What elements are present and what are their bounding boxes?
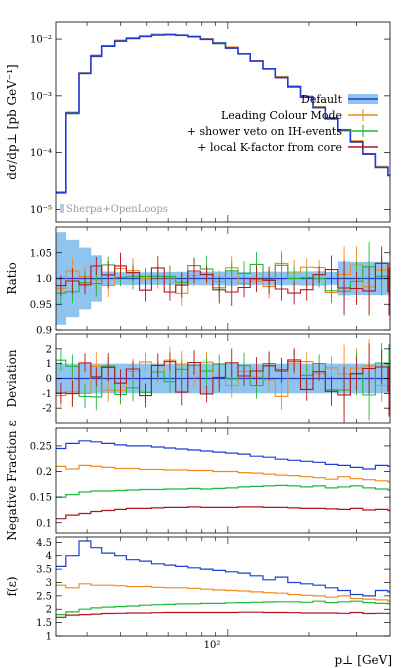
series-line-negfrac-local-k-factor-from-core [56, 506, 390, 520]
ytick-label-feps-1: 1.5 [36, 618, 52, 629]
axes-layer: 10⁻² 10⁻³ 10⁻⁴ 10⁻⁵ dσ/dp⊥ [pb GeV⁻¹] 0.9 0.95… [5, 21, 391, 643]
ytick-label-ratio-2: 1.0 [36, 274, 52, 285]
y-axis-title-deviation: Deviation [5, 349, 19, 407]
legend-label-k-factor: + local K-factor from core [197, 141, 342, 154]
ytick-label-spectrum-3: 10⁻⁵ [30, 205, 52, 216]
watermark-mark [60, 204, 64, 213]
ytick-label-negfrac-3: 0.25 [30, 441, 52, 452]
panel-frame-feps [55, 536, 391, 637]
ytick-label-feps-6: 4 [46, 551, 52, 562]
y-axis-title-ratio: Ratio [5, 262, 19, 294]
series-line-deviation-local-k-factor-from-core [56, 359, 390, 397]
legend-label-default: Default [301, 93, 343, 106]
ytick-label-spectrum-1: 10⁻³ [30, 91, 52, 102]
y-axis-title-spectrum: dσ/dp⊥ [pb GeV⁻¹] [5, 64, 19, 179]
ytick-label-deviation-4: 2 [46, 344, 52, 355]
legend-label-leading-colour: Leading Colour Mode [221, 109, 342, 122]
ytick-label-feps-0: 1 [46, 632, 52, 643]
ytick-label-feps-3: 2.5 [36, 591, 52, 602]
ytick-label-deviation-0: -2 [42, 404, 52, 415]
ytick-label-spectrum-2: 10⁻⁴ [30, 148, 52, 159]
series-line-ratio-shower-veto-on-ih-events [56, 263, 390, 294]
ytick-label-ratio-3: 1.05 [30, 248, 52, 259]
ytick-label-deviation-2: 0 [46, 374, 52, 385]
y-axis-title-feps: f(ε) [5, 576, 19, 596]
ytick-label-feps-5: 3.5 [36, 565, 52, 576]
ytick-label-ratio-1: 0.95 [30, 300, 52, 311]
series-line-feps-local-k-factor-from-core [56, 611, 390, 618]
series-line-negfrac-default [56, 440, 390, 470]
y-axis-title-negfrac: Negative Fraction ε [5, 420, 19, 540]
panel-frame-negfrac [55, 427, 391, 534]
series-line-feps-default [56, 540, 390, 597]
bands-layer [56, 232, 391, 394]
ytick-label-negfrac-0: 0.1 [36, 518, 52, 529]
ytick-label-deviation-1: -1 [42, 389, 52, 400]
ytick-label-feps-4: 3 [46, 578, 52, 589]
watermark: Sherpa+OpenLoops [66, 204, 168, 215]
ytick-label-feps-2: 2 [46, 605, 52, 616]
series-line-negfrac-shower-veto-on-ih-events [56, 484, 390, 498]
ytick-label-negfrac-2: 0.2 [36, 467, 52, 478]
ytick-label-deviation-3: 1 [46, 359, 52, 370]
series-line-feps-shower-veto-on-ih-events [56, 600, 390, 616]
x-axis-title: p⊥ [GeV] [335, 653, 393, 667]
series-line-feps-leading-colour-mode [56, 583, 390, 602]
ytick-label-spectrum-0: 10⁻² [30, 35, 52, 46]
ytick-label-ratio-0: 0.9 [36, 326, 52, 337]
series-line-negfrac-leading-colour-mode [56, 464, 390, 483]
x-axis-tick-label: 10² [204, 640, 221, 651]
ytick-label-negfrac-1: 0.15 [30, 493, 52, 504]
series-line-ratio-local-k-factor-from-core [56, 262, 390, 294]
ytick-label-feps-7: 4.5 [36, 538, 52, 549]
series-layer [56, 33, 390, 618]
series-line-spectrum-default [56, 33, 390, 194]
legend-label-shower-veto: + shower veto on IH-events [187, 125, 343, 138]
panel-frame-spectrum [55, 21, 391, 223]
